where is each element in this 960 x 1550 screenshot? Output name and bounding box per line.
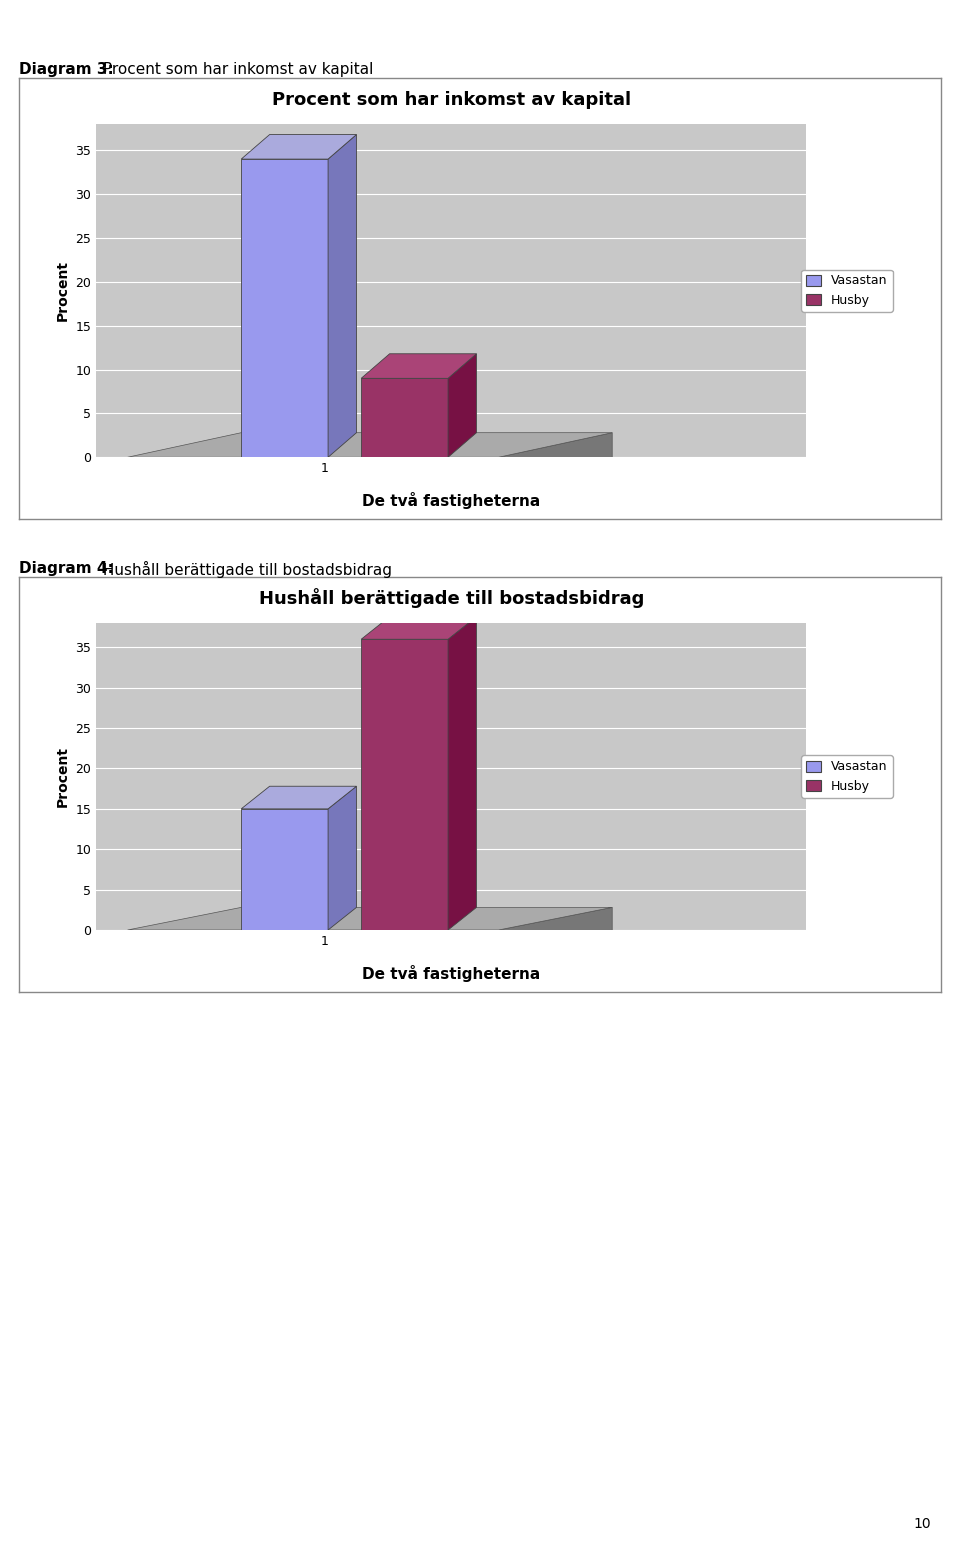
Text: 10: 10 [914,1517,931,1531]
Legend: Vasastan, Husby: Vasastan, Husby [801,755,893,798]
Polygon shape [328,135,356,457]
Polygon shape [448,353,476,457]
Polygon shape [498,907,612,958]
Text: Procent som har inkomst av kapital: Procent som har inkomst av kapital [98,62,373,78]
Text: Diagram 4:: Diagram 4: [19,561,114,577]
X-axis label: De två fastigheterna: De två fastigheterna [362,964,540,981]
Polygon shape [241,809,328,930]
Polygon shape [241,786,356,809]
Polygon shape [128,432,612,457]
Polygon shape [241,135,356,160]
Y-axis label: Procent: Procent [56,260,70,321]
Polygon shape [241,160,328,457]
Title: Procent som har inkomst av kapital: Procent som har inkomst av kapital [272,90,631,109]
Polygon shape [361,617,476,639]
Polygon shape [448,617,476,930]
Text: Diagram 3:: Diagram 3: [19,62,114,78]
Y-axis label: Procent: Procent [56,746,70,808]
Polygon shape [128,930,498,958]
Polygon shape [361,353,476,378]
Polygon shape [361,639,448,930]
X-axis label: De två fastigheterna: De två fastigheterna [362,491,540,508]
Legend: Vasastan, Husby: Vasastan, Husby [801,270,893,312]
Polygon shape [128,457,498,488]
Title: Hushåll berättigade till bostadsbidrag: Hushåll berättigade till bostadsbidrag [258,587,644,608]
Polygon shape [498,432,612,488]
Text: Hushåll berättigade till bostadsbidrag: Hushåll berättigade till bostadsbidrag [98,561,392,578]
Polygon shape [128,907,612,930]
Polygon shape [328,786,356,930]
Polygon shape [361,378,448,457]
